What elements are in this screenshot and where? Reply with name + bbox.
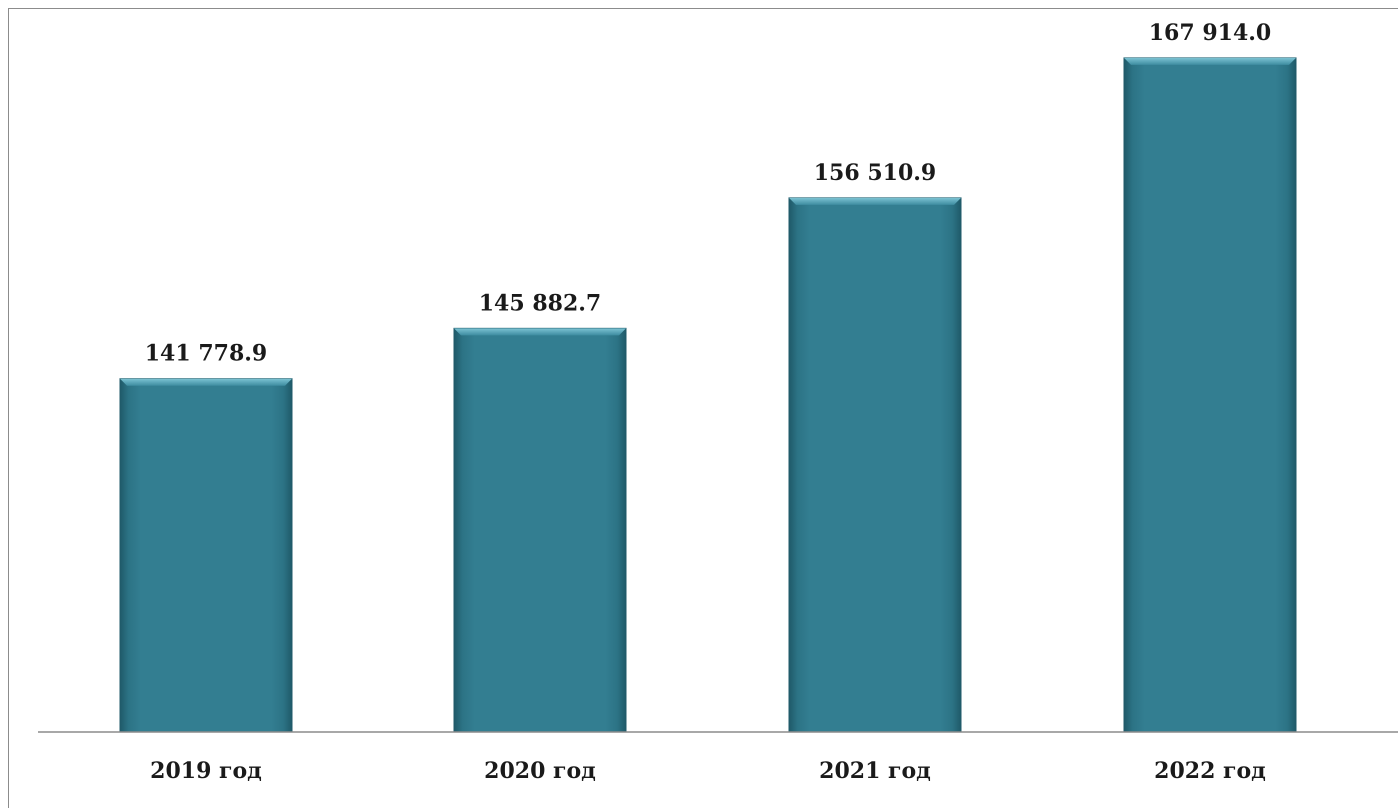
bar-body [453, 327, 627, 733]
bar-value-label: 167 914.0 [1149, 20, 1271, 46]
bar-top-bevel [1124, 57, 1296, 65]
category-label: 2019 год [150, 758, 262, 784]
bar-value-label: 156 510.9 [814, 160, 936, 186]
bar-body [1123, 57, 1297, 733]
bar-top-bevel [789, 197, 961, 205]
category-label: 2020 год [484, 758, 596, 784]
bar-body [119, 378, 293, 733]
bar-body [788, 197, 962, 733]
bar-value-label: 141 778.9 [145, 341, 267, 367]
bar-1 [453, 327, 627, 733]
bar-top-bevel [120, 378, 292, 386]
bar-value-label: 145 882.7 [479, 290, 601, 316]
category-label: 2022 год [1154, 758, 1266, 784]
category-label: 2021 год [819, 758, 931, 784]
bar-2 [788, 197, 962, 733]
bar-3 [1123, 57, 1297, 733]
bar-0 [119, 378, 293, 733]
bar-top-bevel [454, 328, 626, 336]
